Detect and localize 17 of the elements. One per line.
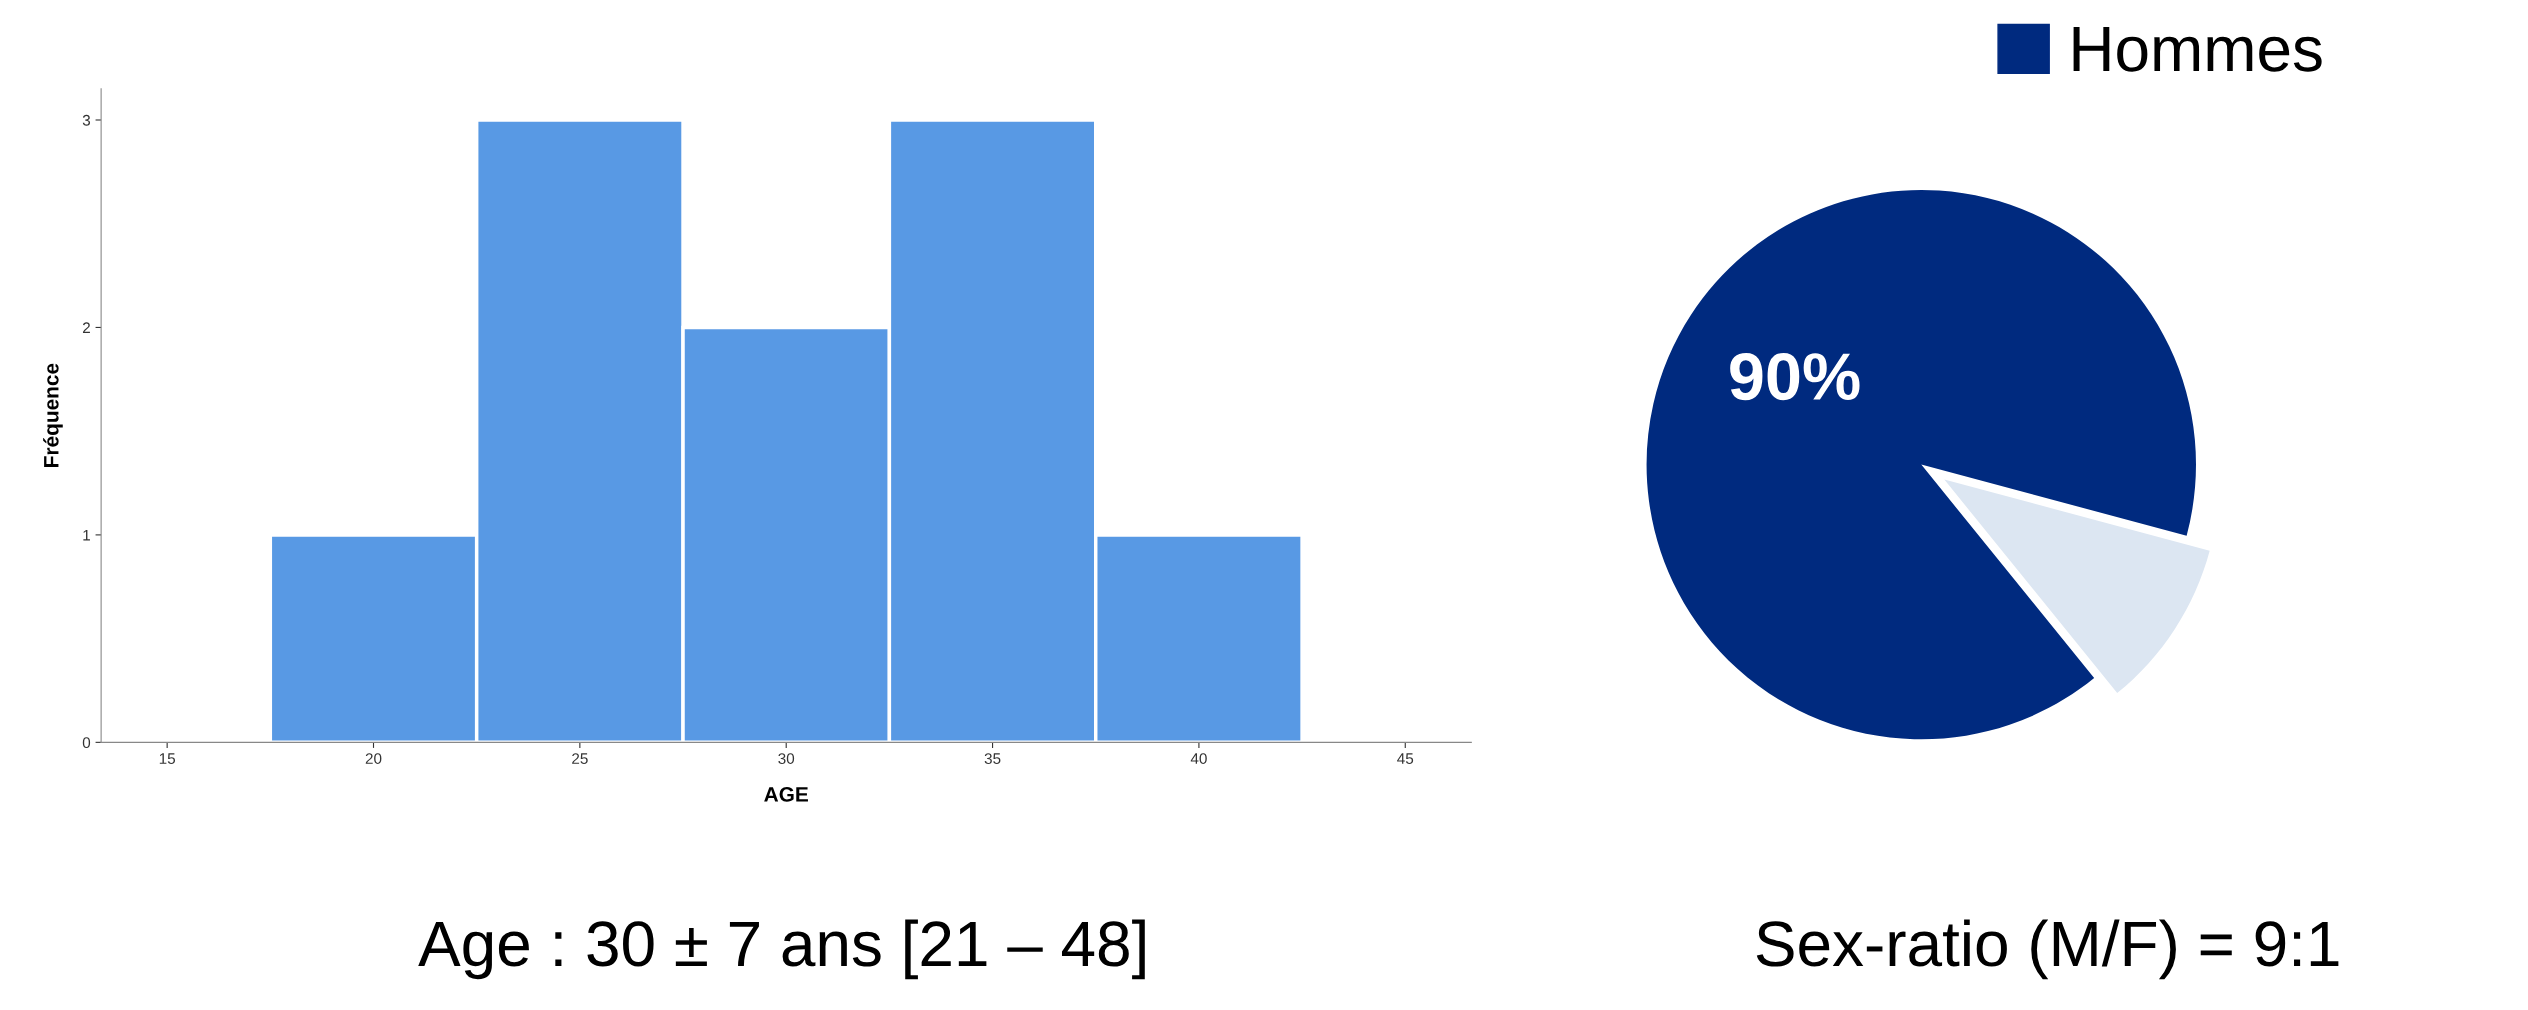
legend-label: Hommes	[2073, 27, 2322, 72]
y-axis-title: Fréquence	[43, 363, 63, 467]
x-tick-label: 35	[984, 753, 1001, 764]
y-tick-label: 0	[82, 737, 91, 749]
y-tick-label: 3	[82, 114, 91, 126]
x-tick-label: 15	[159, 753, 176, 764]
x-tick-label: 40	[1190, 753, 1207, 764]
x-tick-label: 25	[572, 753, 588, 764]
text: Age : 30 ± 7 ans [21 – 48]	[418, 919, 1145, 980]
x-tick-label: 20	[365, 753, 382, 764]
x-axis-title: AGE	[764, 787, 808, 802]
data-label: 90%	[1730, 352, 1860, 401]
y-tick-label: 2	[82, 322, 90, 333]
text: Sex-ratio (M/F) = 9:1	[1756, 919, 2339, 980]
x-tick-label: 45	[1397, 753, 1414, 764]
x-tick-label: 30	[778, 753, 795, 764]
y-tick-label: 1	[83, 529, 90, 541]
